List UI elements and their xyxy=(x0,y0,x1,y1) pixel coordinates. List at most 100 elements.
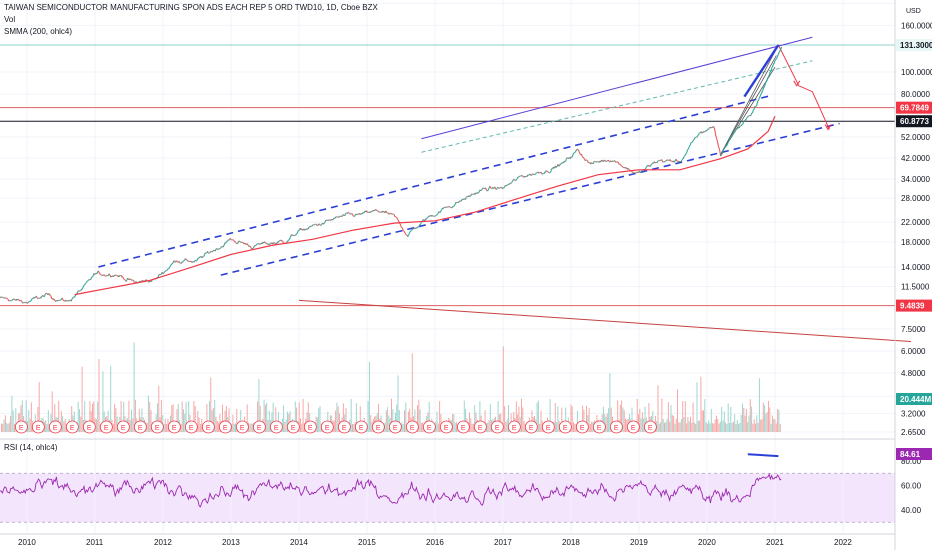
volume-bar xyxy=(219,414,221,432)
price-segment xyxy=(297,230,299,232)
earnings-marker-label: E xyxy=(257,425,262,432)
volume-bar xyxy=(171,405,173,432)
volume-bar xyxy=(8,422,10,432)
earnings-marker xyxy=(541,420,555,434)
earnings-marker-label: E xyxy=(427,425,432,432)
price-segment xyxy=(360,213,362,215)
volume-bar xyxy=(779,423,781,432)
price-segment xyxy=(661,159,663,162)
volume-bar xyxy=(465,408,467,432)
price-segment xyxy=(327,219,330,222)
price-segment xyxy=(574,151,576,153)
volume-bar xyxy=(643,418,645,432)
price-segment xyxy=(302,229,304,231)
earnings-marker-label: E xyxy=(597,425,602,432)
volume-bar xyxy=(732,421,734,432)
time-tick-label: 2017 xyxy=(494,538,512,547)
price-segment xyxy=(752,109,755,111)
volume-bar xyxy=(157,403,158,432)
volume-bar xyxy=(540,410,542,432)
price-segment xyxy=(516,176,519,179)
price-axis[interactable]: 160.0000 100.0000 80.0000 52.0000 42.0000 34.… xyxy=(901,21,932,515)
price-segment xyxy=(647,165,650,167)
price-tick-label: 34.0000 xyxy=(901,175,930,184)
volume-bar xyxy=(760,419,762,432)
volume-bar xyxy=(640,418,642,432)
price-segment xyxy=(44,294,46,296)
price-segment xyxy=(476,192,478,194)
volume-bar xyxy=(735,423,737,432)
volume-bar xyxy=(648,403,650,432)
earnings-marker xyxy=(133,420,147,434)
price-segment xyxy=(683,155,685,157)
earnings-marker-label: E xyxy=(308,425,313,432)
price-segment xyxy=(624,167,626,169)
volume-bar xyxy=(456,422,457,432)
volume-bar xyxy=(46,424,48,432)
price-tick-label: 80.0000 xyxy=(901,90,930,99)
volume-bar xyxy=(673,415,675,432)
price-segment xyxy=(715,137,718,140)
grid xyxy=(0,0,895,534)
volume-bar xyxy=(679,422,681,432)
volume-label[interactable]: Vol xyxy=(4,15,16,24)
price-segment xyxy=(637,171,640,174)
volume-bar xyxy=(102,371,104,432)
price-segment xyxy=(204,253,206,255)
time-axis[interactable]: 2010 2011 2012 2013 2014 2015 2016 2017 2018 2019… xyxy=(18,538,852,547)
earnings-marker xyxy=(167,420,181,434)
volume-bar xyxy=(89,401,91,432)
volume-bar xyxy=(440,414,442,432)
level-badge xyxy=(896,101,932,114)
price-series xyxy=(0,46,783,304)
volume-bar xyxy=(181,401,183,432)
volume-bar xyxy=(667,402,669,432)
volume-bar xyxy=(160,400,162,432)
volume-bar xyxy=(574,423,576,432)
earnings-marker xyxy=(99,420,113,434)
price-segment xyxy=(678,160,680,163)
volume-bar xyxy=(210,377,212,432)
volume-bar xyxy=(64,419,66,432)
volume-bar xyxy=(744,415,746,432)
volume-bar xyxy=(488,420,490,432)
volume-bar xyxy=(20,405,22,432)
rsi-label[interactable]: RSI (14, ohlc4) xyxy=(4,443,58,452)
volume-bar xyxy=(405,402,407,432)
volume-bar xyxy=(502,346,504,432)
earnings-marker-label: E xyxy=(189,425,194,432)
volume-bar xyxy=(359,406,361,432)
price-segment xyxy=(700,131,702,133)
volume-bar xyxy=(712,423,714,432)
price-segment xyxy=(756,101,759,104)
price-segment xyxy=(289,237,291,239)
smma-label[interactable]: SMMA (200, ohlc4) xyxy=(4,27,73,36)
volume-bar xyxy=(437,423,439,432)
volume-bar xyxy=(350,399,352,432)
volume-bar xyxy=(686,423,688,432)
volume-bar xyxy=(120,400,122,432)
level-badge-label: 69.7849 xyxy=(900,104,929,113)
volume-bar xyxy=(472,423,474,432)
price-segment xyxy=(159,273,162,276)
volume-bar xyxy=(704,399,706,432)
price-segment xyxy=(625,167,627,169)
price-segment xyxy=(224,242,226,244)
price-segment xyxy=(681,158,684,160)
price-segment xyxy=(346,212,349,214)
earnings-marker xyxy=(575,420,589,434)
volume-bar xyxy=(757,422,759,432)
volume-bar xyxy=(765,413,767,432)
price-segment xyxy=(8,300,10,302)
volume-bar xyxy=(670,405,672,432)
price-segment xyxy=(202,255,204,258)
volume-bar xyxy=(342,403,344,432)
price-segment xyxy=(776,54,779,57)
volume-bar xyxy=(747,422,749,432)
price-segment xyxy=(440,209,442,212)
earnings-marker-label: E xyxy=(563,425,568,432)
price-segment xyxy=(780,47,782,50)
price-segment xyxy=(329,219,332,221)
volume-bar xyxy=(284,422,286,432)
